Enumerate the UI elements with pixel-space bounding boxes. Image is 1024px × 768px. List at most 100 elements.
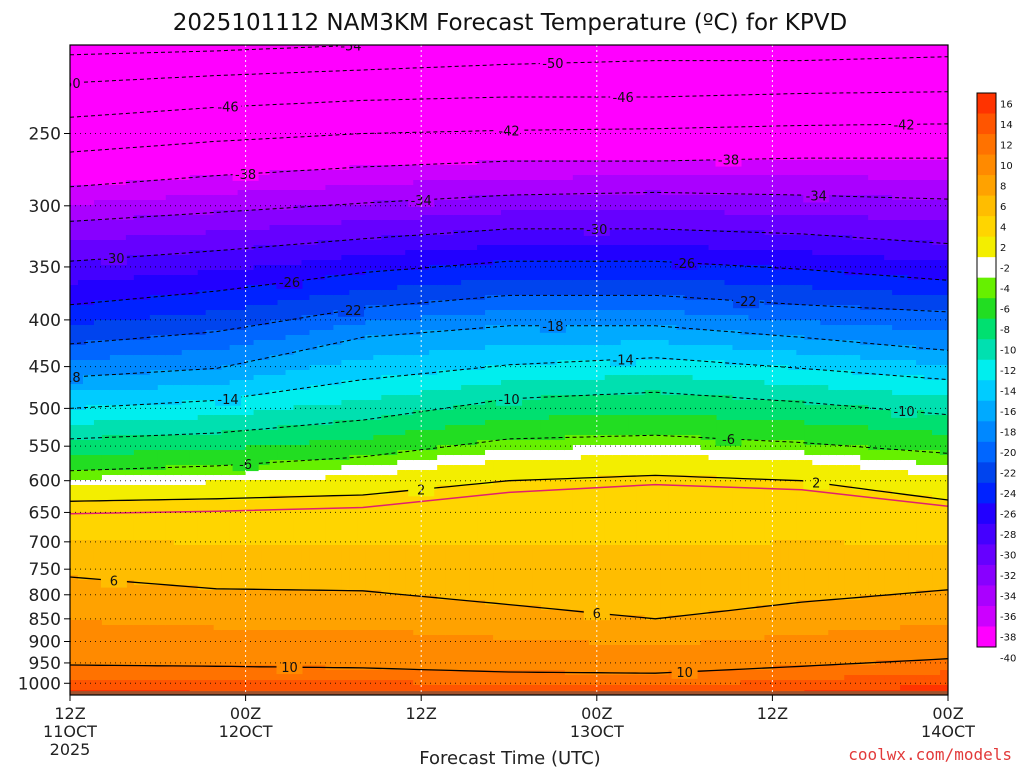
heatmap-cell <box>373 680 382 695</box>
heatmap-cell <box>564 415 574 436</box>
heatmap-cell <box>173 315 183 336</box>
heatmap-cell <box>93 340 103 361</box>
heatmap-cell <box>453 445 462 456</box>
heatmap-cell <box>501 310 510 326</box>
heatmap-cell <box>405 285 414 306</box>
heatmap-cell <box>564 295 574 311</box>
heatmap-cell <box>684 345 694 361</box>
heatmap-cell <box>620 210 630 231</box>
heatmap-cell <box>93 440 103 456</box>
heatmap-cell <box>429 670 438 686</box>
heatmap-cell <box>413 250 422 271</box>
heatmap-cell <box>636 230 646 246</box>
heatmap-cell <box>516 545 526 606</box>
heatmap-cell <box>493 420 502 441</box>
heatmap-cell <box>405 430 414 451</box>
heatmap-cell <box>213 210 223 231</box>
heatmap-cell <box>429 450 438 461</box>
heatmap-cell <box>125 540 135 581</box>
heatmap-cell <box>405 270 414 286</box>
heatmap-cell <box>261 480 271 501</box>
heatmap-cell <box>916 395 925 411</box>
heatmap-cell <box>628 160 638 176</box>
heatmap-cell <box>245 590 255 631</box>
heatmap-cell <box>365 455 374 466</box>
heatmap-cell <box>493 325 502 346</box>
heatmap-cell <box>620 685 630 695</box>
heatmap-cell <box>764 385 773 401</box>
heatmap-cell <box>341 460 350 466</box>
heatmap-cell <box>141 450 151 471</box>
heatmap-cell <box>325 670 334 681</box>
heatmap-cell <box>772 540 781 606</box>
heatmap-cell <box>524 195 534 211</box>
colorbar-label: 4 <box>1000 222 1006 233</box>
heatmap-cell <box>461 545 470 601</box>
heatmap-cell <box>165 465 175 476</box>
heatmap-cell <box>381 290 390 306</box>
heatmap-cell <box>644 340 654 361</box>
heatmap-cell <box>524 640 534 671</box>
heatmap-cell <box>836 255 845 271</box>
heatmap-cell <box>900 360 909 376</box>
heatmap-cell <box>772 365 781 386</box>
heatmap-cell <box>341 205 350 221</box>
heatmap-cell <box>309 245 319 261</box>
heatmap-cell <box>588 435 598 446</box>
heatmap-cell <box>668 345 678 361</box>
heatmap-cell <box>205 680 215 695</box>
heatmap-cell <box>580 360 590 381</box>
heatmap-cell <box>349 205 358 221</box>
heatmap-cell <box>165 370 175 386</box>
heatmap-cell <box>660 340 670 361</box>
heatmap-cell <box>349 275 358 291</box>
heatmap-cell <box>932 415 941 436</box>
heatmap-cell <box>788 385 797 401</box>
heatmap-cell <box>277 445 287 461</box>
heatmap-cell <box>197 385 207 401</box>
heatmap-cell <box>141 405 151 421</box>
heatmap-cell <box>293 205 303 226</box>
heatmap-cell <box>532 400 542 421</box>
heatmap-cell <box>229 175 239 196</box>
heatmap-cell <box>820 305 829 326</box>
heatmap-cell <box>221 465 231 476</box>
heatmap-cell <box>876 310 885 326</box>
heatmap-cell <box>437 410 446 431</box>
heatmap-cell <box>724 175 734 196</box>
heatmap-cell <box>429 315 438 331</box>
heatmap-cell <box>740 380 750 401</box>
heatmap-cell <box>421 355 430 376</box>
heatmap-cell <box>748 420 758 441</box>
heatmap-cell <box>253 375 263 396</box>
heatmap-cell <box>548 325 558 346</box>
heatmap-cell <box>421 410 430 431</box>
heatmap-cell <box>652 435 662 446</box>
heatmap-cell <box>469 385 478 406</box>
heatmap-cell <box>389 255 398 271</box>
heatmap-cell <box>197 45 207 176</box>
heatmap-cell <box>485 245 494 266</box>
heatmap-cell <box>277 285 287 301</box>
heatmap-cell <box>732 265 742 286</box>
heatmap-cell <box>636 445 646 456</box>
heatmap-cell <box>429 685 438 695</box>
heatmap-cell <box>716 195 726 211</box>
heatmap-cell <box>77 305 87 326</box>
heatmap-cell <box>724 450 734 461</box>
heatmap-cell <box>437 285 446 301</box>
heatmap-cell <box>509 345 518 366</box>
heatmap-cell <box>820 385 829 406</box>
heatmap-cell <box>876 160 885 181</box>
colorbar-label: -18 <box>1000 428 1016 439</box>
heatmap-cell <box>924 430 933 451</box>
heatmap-cell <box>748 640 758 671</box>
heatmap-cell <box>788 450 797 461</box>
heatmap-cell <box>564 345 574 361</box>
heatmap-cell <box>157 200 167 216</box>
heatmap-cell <box>588 160 598 176</box>
heatmap-cell <box>213 450 223 466</box>
heatmap-cell <box>516 45 526 161</box>
heatmap-cell <box>740 195 750 216</box>
heatmap-cell <box>796 540 805 601</box>
